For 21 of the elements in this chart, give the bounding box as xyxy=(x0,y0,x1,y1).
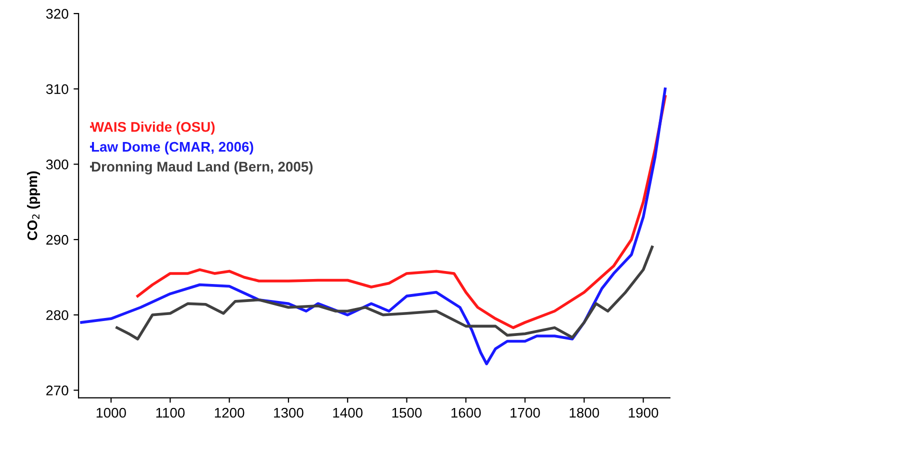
x-tick-label: 1700 xyxy=(510,408,540,418)
y-tick-label: 290 xyxy=(46,234,68,245)
x-tick-label: 1000 xyxy=(96,408,126,418)
y-tick-label: 270 xyxy=(46,386,68,396)
x-tick-label: 1400 xyxy=(333,408,363,418)
legend-label: WAIS Divide (OSU) xyxy=(91,122,215,135)
x-tick-label: 1500 xyxy=(392,408,422,418)
y-axis-title: CO$_{2}$ (ppm) xyxy=(27,171,40,240)
y-tick-label: 310 xyxy=(46,84,68,94)
x-tick-label: 1600 xyxy=(451,408,481,418)
x-tick-label: 1200 xyxy=(214,408,244,418)
x-tick-label: 1300 xyxy=(274,408,304,418)
y-tick-label: 320 xyxy=(46,8,68,19)
x-tick-label: 1800 xyxy=(570,408,600,418)
x-tick-label: 1900 xyxy=(628,408,658,418)
legend-label: Dronning Maud Land (Bern, 2005) xyxy=(92,161,313,174)
y-tick-label: 300 xyxy=(46,160,68,170)
line-series xyxy=(116,246,654,340)
x-tick-label: 1100 xyxy=(156,408,185,418)
y-tick-label: 280 xyxy=(46,310,68,320)
legend-label: Law Dome (CMAR, 2006) xyxy=(92,142,254,154)
